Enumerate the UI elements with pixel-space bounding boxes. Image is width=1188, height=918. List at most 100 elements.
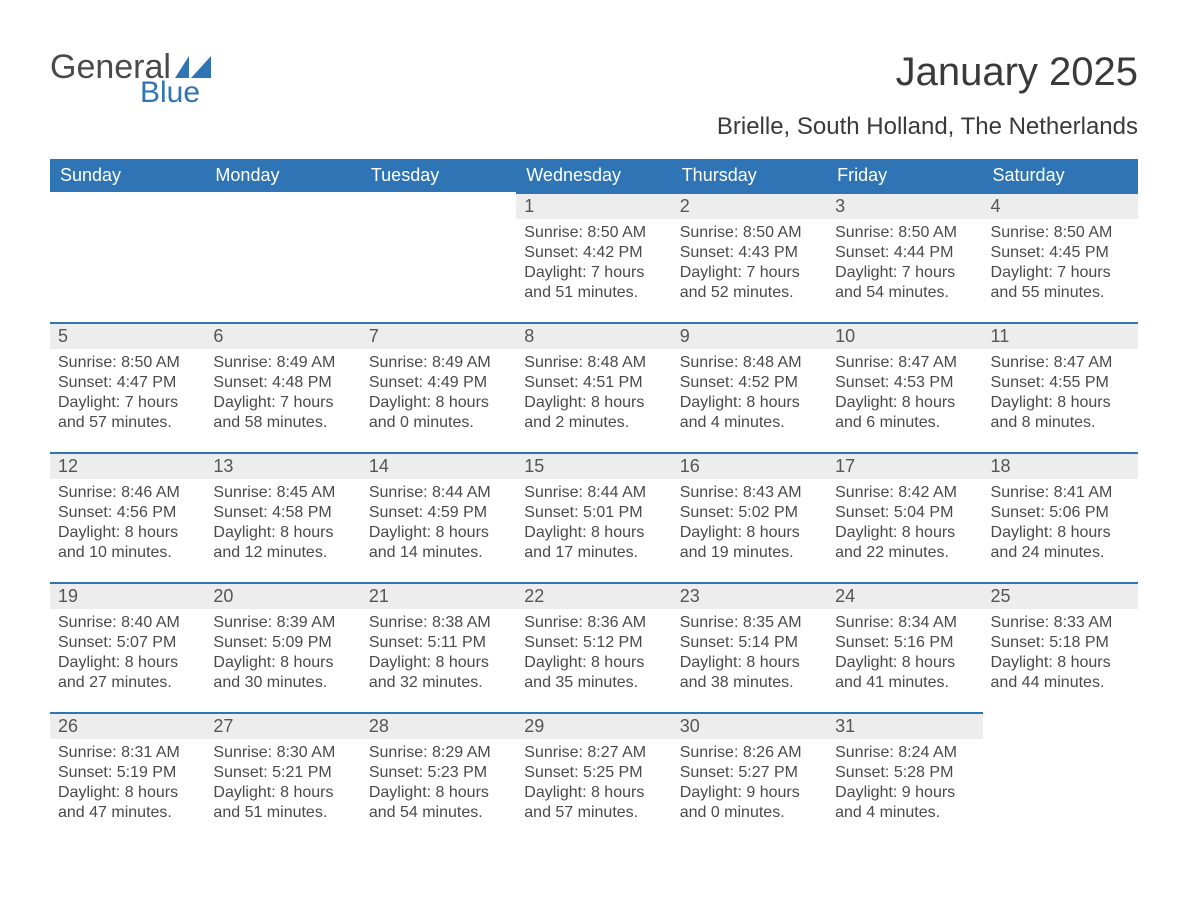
daylight-line: Daylight: 7 hoursand 51 minutes. [524,263,663,303]
sunset-line: Sunset: 5:09 PM [213,633,352,653]
sunrise-line: Sunrise: 8:50 AM [991,223,1130,243]
calendar-cell: 17Sunrise: 8:42 AMSunset: 5:04 PMDayligh… [827,452,982,582]
daylight-line: Daylight: 8 hoursand 54 minutes. [369,783,508,823]
daylight-line: Daylight: 8 hoursand 0 minutes. [369,393,508,433]
sunset-line: Sunset: 5:06 PM [991,503,1130,523]
sunrise-line: Sunrise: 8:33 AM [991,613,1130,633]
sunrise-line: Sunrise: 8:48 AM [524,353,663,373]
calendar-cell: 2Sunrise: 8:50 AMSunset: 4:43 PMDaylight… [672,192,827,322]
day-details: Sunrise: 8:35 AMSunset: 5:14 PMDaylight:… [672,609,827,693]
sunset-line: Sunset: 4:51 PM [524,373,663,393]
sunrise-line: Sunrise: 8:26 AM [680,743,819,763]
calendar-week-row: 1Sunrise: 8:50 AMSunset: 4:42 PMDaylight… [50,192,1138,322]
sunrise-line: Sunrise: 8:44 AM [524,483,663,503]
day-details: Sunrise: 8:42 AMSunset: 5:04 PMDaylight:… [827,479,982,563]
sunrise-line: Sunrise: 8:31 AM [58,743,197,763]
logo: General Blue [50,50,211,108]
weekday-header-row: SundayMondayTuesdayWednesdayThursdayFrid… [50,159,1138,192]
day-number-bar: 2 [672,192,827,219]
sunset-line: Sunset: 5:21 PM [213,763,352,783]
calendar-cell: 31Sunrise: 8:24 AMSunset: 5:28 PMDayligh… [827,712,982,842]
sunset-line: Sunset: 4:44 PM [835,243,974,263]
calendar-cell: 23Sunrise: 8:35 AMSunset: 5:14 PMDayligh… [672,582,827,712]
day-details: Sunrise: 8:48 AMSunset: 4:52 PMDaylight:… [672,349,827,433]
daylight-line: Daylight: 9 hoursand 0 minutes. [680,783,819,823]
day-details: Sunrise: 8:49 AMSunset: 4:48 PMDaylight:… [205,349,360,433]
day-details: Sunrise: 8:26 AMSunset: 5:27 PMDaylight:… [672,739,827,823]
day-details: Sunrise: 8:34 AMSunset: 5:16 PMDaylight:… [827,609,982,693]
calendar-cell: 26Sunrise: 8:31 AMSunset: 5:19 PMDayligh… [50,712,205,842]
daylight-line: Daylight: 7 hoursand 54 minutes. [835,263,974,303]
sunset-line: Sunset: 5:11 PM [369,633,508,653]
logo-text-blue: Blue [140,78,200,108]
day-number-bar: 21 [361,582,516,609]
daylight-line: Daylight: 8 hoursand 24 minutes. [991,523,1130,563]
calendar-cell: 10Sunrise: 8:47 AMSunset: 4:53 PMDayligh… [827,322,982,452]
calendar-cell: 5Sunrise: 8:50 AMSunset: 4:47 PMDaylight… [50,322,205,452]
calendar-cell [983,712,1138,842]
sunrise-line: Sunrise: 8:46 AM [58,483,197,503]
sunrise-line: Sunrise: 8:27 AM [524,743,663,763]
day-number-bar: 17 [827,452,982,479]
sunset-line: Sunset: 4:56 PM [58,503,197,523]
calendar-cell: 12Sunrise: 8:46 AMSunset: 4:56 PMDayligh… [50,452,205,582]
sunset-line: Sunset: 5:12 PM [524,633,663,653]
sunrise-line: Sunrise: 8:50 AM [524,223,663,243]
day-details: Sunrise: 8:27 AMSunset: 5:25 PMDaylight:… [516,739,671,823]
day-details: Sunrise: 8:46 AMSunset: 4:56 PMDaylight:… [50,479,205,563]
sunset-line: Sunset: 4:45 PM [991,243,1130,263]
calendar-cell: 19Sunrise: 8:40 AMSunset: 5:07 PMDayligh… [50,582,205,712]
day-number-bar: 18 [983,452,1138,479]
day-number-bar: 3 [827,192,982,219]
day-number-bar: 1 [516,192,671,219]
sunrise-line: Sunrise: 8:50 AM [680,223,819,243]
calendar-cell: 28Sunrise: 8:29 AMSunset: 5:23 PMDayligh… [361,712,516,842]
daylight-line: Daylight: 8 hoursand 19 minutes. [680,523,819,563]
calendar-table: SundayMondayTuesdayWednesdayThursdayFrid… [50,159,1138,842]
day-number-bar: 19 [50,582,205,609]
day-number-bar: 22 [516,582,671,609]
day-details: Sunrise: 8:50 AMSunset: 4:44 PMDaylight:… [827,219,982,303]
daylight-line: Daylight: 7 hoursand 52 minutes. [680,263,819,303]
day-number-bar: 23 [672,582,827,609]
sunrise-line: Sunrise: 8:36 AM [524,613,663,633]
calendar-cell: 21Sunrise: 8:38 AMSunset: 5:11 PMDayligh… [361,582,516,712]
sunset-line: Sunset: 5:14 PM [680,633,819,653]
calendar-cell: 4Sunrise: 8:50 AMSunset: 4:45 PMDaylight… [983,192,1138,322]
sunset-line: Sunset: 4:48 PM [213,373,352,393]
daylight-line: Daylight: 8 hoursand 44 minutes. [991,653,1130,693]
sunset-line: Sunset: 4:49 PM [369,373,508,393]
sunrise-line: Sunrise: 8:49 AM [369,353,508,373]
sunset-line: Sunset: 4:42 PM [524,243,663,263]
sunset-line: Sunset: 5:27 PM [680,763,819,783]
sunset-line: Sunset: 5:02 PM [680,503,819,523]
calendar-cell: 30Sunrise: 8:26 AMSunset: 5:27 PMDayligh… [672,712,827,842]
sunrise-line: Sunrise: 8:30 AM [213,743,352,763]
day-number-bar: 9 [672,322,827,349]
sunset-line: Sunset: 5:18 PM [991,633,1130,653]
sunset-line: Sunset: 5:07 PM [58,633,197,653]
calendar-cell: 20Sunrise: 8:39 AMSunset: 5:09 PMDayligh… [205,582,360,712]
daylight-line: Daylight: 8 hoursand 51 minutes. [213,783,352,823]
day-details: Sunrise: 8:43 AMSunset: 5:02 PMDaylight:… [672,479,827,563]
weekday-header: Friday [827,159,982,192]
sunrise-line: Sunrise: 8:39 AM [213,613,352,633]
header: General Blue January 2025 Brielle, South… [50,50,1138,141]
sunrise-line: Sunrise: 8:47 AM [835,353,974,373]
calendar-cell: 22Sunrise: 8:36 AMSunset: 5:12 PMDayligh… [516,582,671,712]
daylight-line: Daylight: 7 hoursand 57 minutes. [58,393,197,433]
day-number-bar: 13 [205,452,360,479]
sunset-line: Sunset: 5:23 PM [369,763,508,783]
daylight-line: Daylight: 9 hoursand 4 minutes. [835,783,974,823]
day-details: Sunrise: 8:30 AMSunset: 5:21 PMDaylight:… [205,739,360,823]
daylight-line: Daylight: 8 hoursand 10 minutes. [58,523,197,563]
sunset-line: Sunset: 4:58 PM [213,503,352,523]
sunset-line: Sunset: 4:52 PM [680,373,819,393]
day-details: Sunrise: 8:38 AMSunset: 5:11 PMDaylight:… [361,609,516,693]
sunrise-line: Sunrise: 8:50 AM [58,353,197,373]
month-title: January 2025 [717,50,1138,95]
day-details: Sunrise: 8:50 AMSunset: 4:43 PMDaylight:… [672,219,827,303]
sunset-line: Sunset: 5:25 PM [524,763,663,783]
sunset-line: Sunset: 4:53 PM [835,373,974,393]
daylight-line: Daylight: 8 hoursand 4 minutes. [680,393,819,433]
